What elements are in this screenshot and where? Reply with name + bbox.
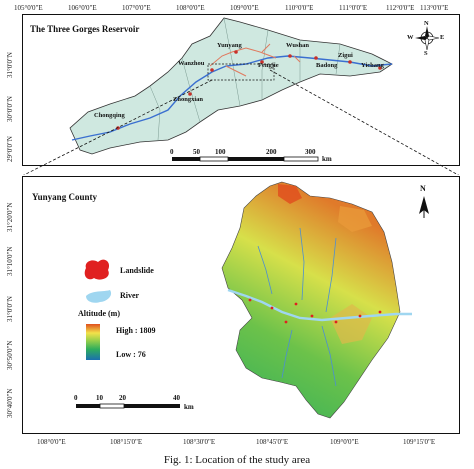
altitude-gradient [86,324,100,360]
city-dot [116,126,120,130]
river-symbol [86,290,112,303]
top-scale-bar [172,156,319,162]
city-label: Badong [316,62,338,69]
city-dot [234,50,238,54]
yunyang-map-graphic [76,181,429,419]
city-label: Yichang [361,62,384,69]
lon-label: 113°0'0"E [420,4,449,12]
lon-label: 109°15'0"E [403,438,436,446]
route-line [209,43,301,77]
scale-unit: km [184,403,194,411]
lon-label: 109°0'0"E [230,4,259,12]
north-arrow [419,196,429,218]
lon-label: 112°0'0"E [386,4,415,12]
lon-label: 110°0'0"E [285,4,314,12]
city-label: Fengjie [258,62,279,69]
scale-tick-label: 0 [170,148,174,156]
compass-rose [415,26,440,51]
city-label: Yunyang [217,42,242,49]
city-label: Zigui [338,52,353,59]
city-label: Chongqing [94,112,125,119]
yunyang-map-title: Yunyang County [32,192,97,202]
lon-label: 108°45'0"E [256,438,289,446]
city-dot [348,60,352,64]
county-terrain [221,181,401,419]
compass-w: W [407,34,414,41]
scale-tick-label: 50 [193,148,200,156]
river-line [71,55,393,141]
lon-label: 107°0'0"E [122,4,151,12]
city-dot [378,66,382,70]
lon-label: 108°15'0"E [110,438,143,446]
legend-high-label: High : 1809 [116,326,156,335]
bottom-scale-bar [76,403,180,409]
compass-e: E [440,34,445,41]
lon-label: 109°0'0"E [330,438,359,446]
city-label: Wanzhou [178,60,205,67]
compass-s: S [424,50,428,57]
city-dot [260,60,264,64]
lon-label: 108°0'0"E [37,438,66,446]
scale-tick-label: 20 [119,394,126,402]
scale-tick-label: 0 [74,394,78,402]
reservoir-map-graphic [23,17,460,175]
scale-unit: km [322,155,332,163]
lon-label: 111°0'0"E [339,4,368,12]
reservoir-region [69,17,393,155]
lon-label: 105°0'0"E [14,4,43,12]
reservoir-map-title: The Three Gorges Reservoir [30,24,140,34]
scale-tick-label: 300 [305,148,316,156]
scale-tick-label: 100 [215,148,226,156]
lon-label: 108°0'0"E [176,4,205,12]
city-dot [210,68,214,72]
legend-altitude-title: Altitude (m) [78,309,120,318]
north-label: N [420,184,426,193]
legend-river-label: River [120,291,140,300]
river-line [227,288,412,322]
landslide-symbol [84,259,110,280]
legend-low-label: Low : 76 [116,350,146,359]
figure-caption: Fig. 1: Location of the study area [163,454,311,466]
scale-tick-label: 10 [96,394,103,402]
city-dot [188,92,192,96]
city-dot [314,56,318,60]
scale-tick-label: 200 [266,148,277,156]
scale-tick-label: 40 [173,394,180,402]
lon-label: 108°30'0"E [183,438,216,446]
lon-label: 106°0'0"E [68,4,97,12]
legend-landslide-label: Landslide [120,266,154,275]
city-label: Zhongxian [173,96,203,103]
compass-n: N [424,20,429,27]
city-dot [288,54,292,58]
city-label: Wushan [286,42,310,49]
